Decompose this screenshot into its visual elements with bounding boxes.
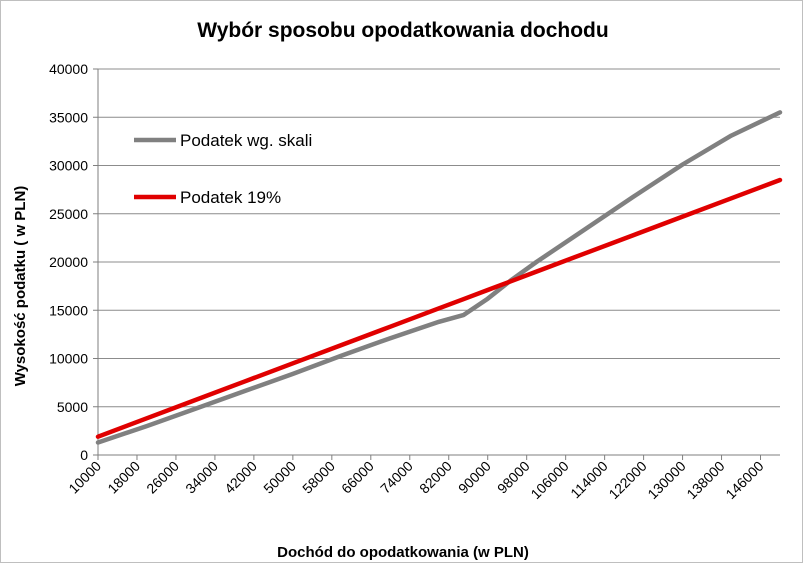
x-tick-label: 122000 — [605, 458, 649, 502]
y-tick-label: 15000 — [49, 302, 88, 318]
y-tick-label: 5000 — [57, 399, 88, 415]
x-tick-label: 114000 — [567, 458, 611, 502]
y-axis-title: Wysokość podatku ( w PLN) — [12, 186, 29, 387]
x-tick-labels: 10000 18000 26000 34000 42000 50000 58000 66000… — [65, 458, 767, 502]
x-tick-label: 146000 — [722, 458, 766, 502]
series-line-1 — [95, 110, 783, 445]
x-axis-title: Dochód do opodatkowania (w PLN) — [277, 544, 529, 561]
series-lines — [95, 110, 783, 445]
legend: Podatek wg. skali Podatek 19% — [134, 131, 312, 207]
y-tick-labels: 0 5000 10000 15000 20000 25000 30000 35000 40000 — [49, 61, 88, 463]
y-tick-label: 30000 — [49, 158, 88, 174]
y-tick-label: 40000 — [49, 61, 88, 77]
legend-label-1: Podatek wg. skali — [180, 131, 312, 150]
x-tick-label: 18000 — [104, 458, 143, 497]
x-tick-label: 130000 — [644, 458, 688, 502]
x-tick-label: 10000 — [65, 458, 104, 497]
series-line-2 — [95, 177, 783, 439]
x-tick-label: 74000 — [377, 458, 416, 497]
y-tick-label: 10000 — [49, 351, 88, 367]
x-tick-label: 82000 — [416, 458, 455, 497]
y-tick-label: 20000 — [49, 254, 88, 270]
x-tick-label: 58000 — [299, 458, 338, 497]
chart-title: Wybór sposobu opodatkowania dochodu — [197, 19, 608, 42]
legend-label-2: Podatek 19% — [180, 188, 281, 207]
x-tick-label: 138000 — [683, 458, 727, 502]
x-tick-label: 42000 — [221, 458, 260, 497]
x-tick-label: 66000 — [338, 458, 377, 497]
x-tick-label: 26000 — [143, 458, 182, 497]
x-tick-label: 34000 — [182, 458, 221, 497]
x-tick-label: 106000 — [527, 458, 571, 502]
x-tick-label: 90000 — [455, 458, 494, 497]
x-tick-label: 50000 — [260, 458, 299, 497]
gridlines — [93, 68, 780, 460]
y-tick-label: 0 — [80, 447, 88, 463]
y-tick-label: 35000 — [49, 109, 88, 125]
y-tick-label: 25000 — [49, 206, 88, 222]
